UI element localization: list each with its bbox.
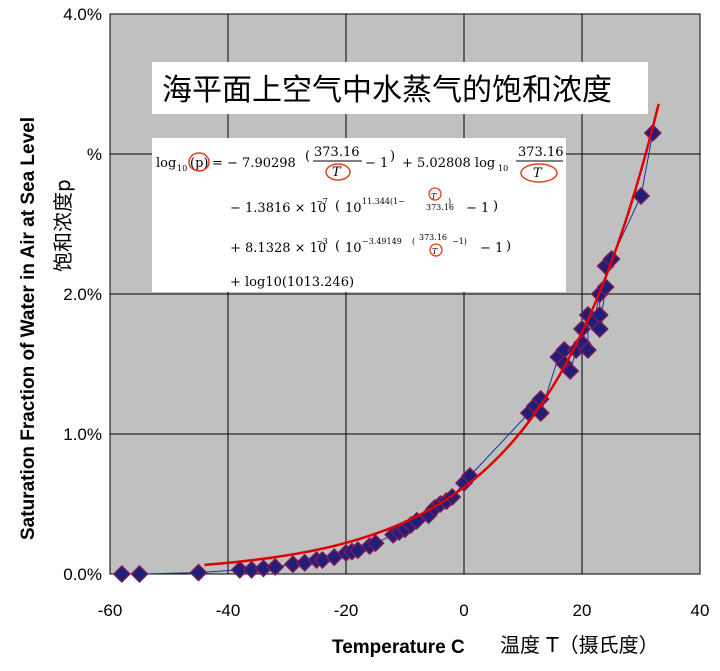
formula-c1: = − 7.90298 [212,156,296,171]
formula-c2: + 5.02808 log [402,156,495,171]
svg-text:−3.49149: −3.49149 [362,237,402,246]
x-axis-title: Temperature C [332,637,465,658]
svg-text:): ) [493,199,498,214]
svg-text:11.344: 11.344 [362,197,390,206]
formula-box: log 10 (p) = − 7.90298 ( 373.16 T − 1 ) … [152,138,566,292]
svg-text:−3: −3 [316,237,328,246]
formula-l4: + log10(1013.246) [230,275,354,290]
svg-text:−1): −1) [452,237,467,246]
svg-text:−7: −7 [316,197,328,206]
formula-T2: T [533,166,543,181]
svg-text:10: 10 [498,164,508,173]
x-tick-label: -60 [98,601,123,620]
y-tick-label: 0.0% [63,565,102,584]
y-tick-label: 2.0% [63,285,102,304]
x-tick-label: 20 [573,601,592,620]
svg-text:(: ( [335,199,340,214]
svg-text:− 1: − 1 [480,241,503,256]
svg-text:T: T [432,247,438,256]
data-point [130,564,149,584]
svg-text:373.16: 373.16 [426,203,454,212]
formula-l3a: + 8.1328 × 10 [230,241,326,256]
x-tick-labels: -60 -40 -20 0 20 40 [98,601,710,620]
formula-log: log [156,156,176,171]
data-point [112,564,131,584]
svg-text:T: T [431,192,437,201]
x-tick-label: 40 [691,601,710,620]
data-point [631,186,651,206]
data-point [578,340,597,360]
data-point [189,563,208,582]
formula-T1: T [332,165,342,180]
y-axis-title-cn: 饱和浓度p [51,179,75,272]
data-point [643,123,662,143]
svg-text:10: 10 [345,241,362,256]
x-tick-label: -40 [216,601,241,620]
svg-text:): ) [390,149,395,164]
data-point [366,534,385,553]
svg-text:(: ( [412,237,415,246]
svg-text:10: 10 [345,201,362,216]
formula-num1: 373.16 [314,145,360,160]
y-tick-label: 4.0% [63,5,102,24]
svg-text:(1−: (1− [390,197,405,206]
chart-title: 海平面上空气中水蒸气的饱和浓度 [162,73,612,108]
formula-p: (p) [190,156,208,171]
svg-text:(: ( [305,149,310,164]
formula-num2: 373.16 [518,145,564,160]
fit-curve [204,103,660,567]
svg-text:(: ( [335,239,340,254]
formula-sub10: 10 [177,164,187,173]
x-tick-label: 0 [459,601,468,620]
svg-text:): ) [448,197,451,206]
x-tick-label: -20 [334,601,359,620]
highlight-p [188,152,210,172]
formula-m1: − 1 [365,156,388,171]
data-point [230,560,249,579]
data-point [590,319,609,339]
data-point [266,557,285,577]
svg-text:): ) [506,239,511,254]
x-axis-title-cn: 温度 T（摄氏度） [500,633,659,657]
title-box [152,62,648,114]
data-points [112,123,662,584]
y-axis-title: Saturation Fraction of Water in Air at S… [18,117,39,540]
data-point [596,277,615,297]
y-tick-labels: 0.0% 1.0% 2.0%% 4.0% [63,5,102,584]
y-tick-label: % [87,145,102,164]
svg-text:− 1: − 1 [466,201,489,216]
formula-l2a: − 1.3816 × 10 [230,201,326,216]
y-tick-label: 1.0% [63,425,102,444]
svg-text:373.16: 373.16 [419,233,447,242]
data-point [561,361,580,381]
